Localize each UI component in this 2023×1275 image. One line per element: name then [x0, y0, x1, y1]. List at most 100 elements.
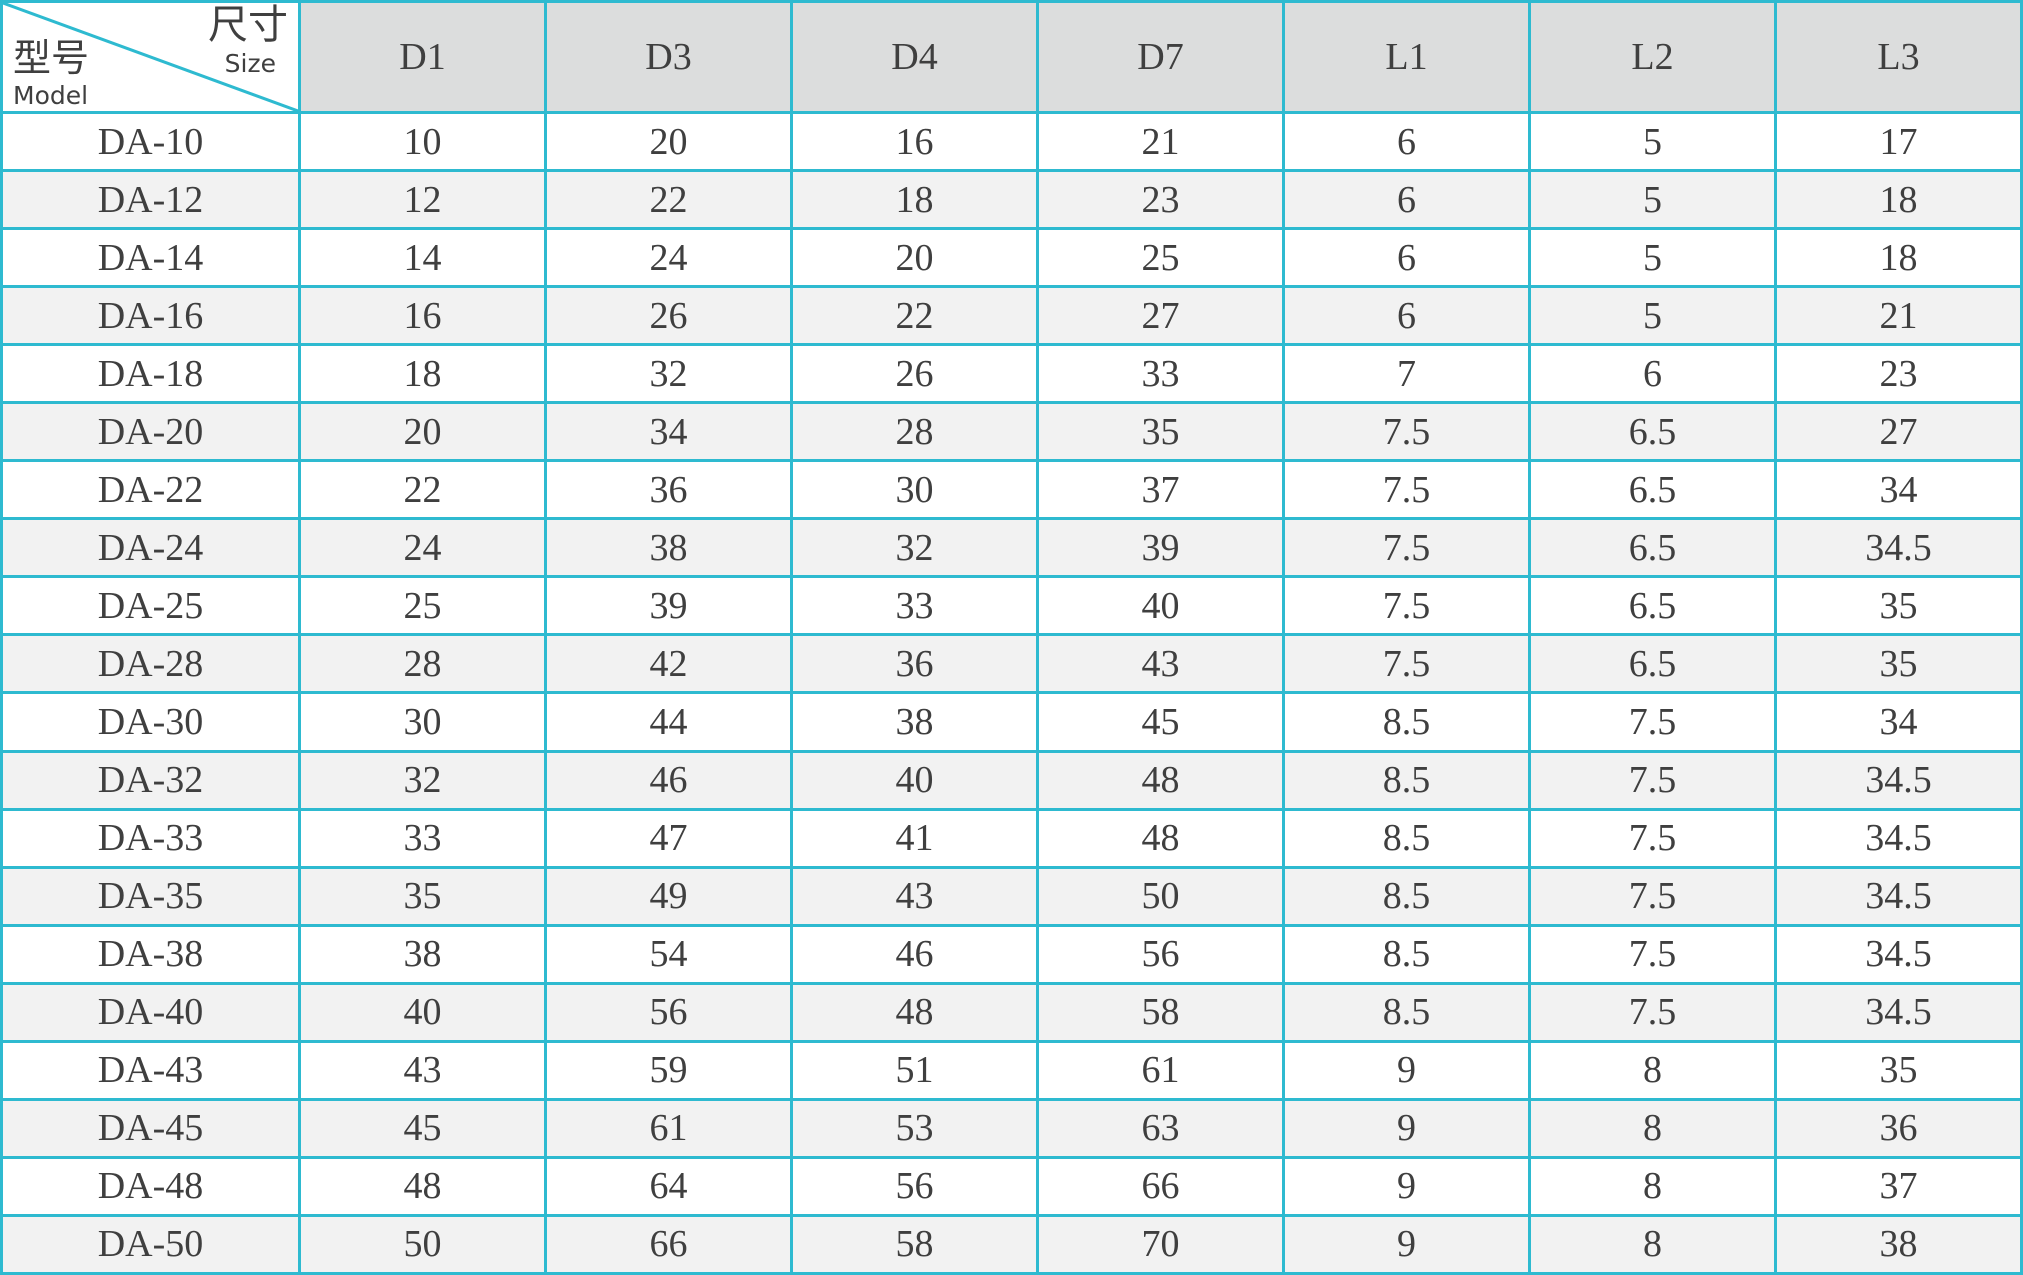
value-cell-l1: 7.5: [1282, 459, 1531, 521]
model-cell: DA-28: [0, 633, 301, 695]
value-cell-d7: 66: [1036, 1155, 1285, 1217]
value-cell-d1: 24: [298, 517, 547, 579]
value-cell-l2: 7.5: [1528, 865, 1777, 927]
table-row: DA-40 40 56 48 58 8.5 7.5 34.5: [0, 981, 2023, 1043]
table-row: DA-32 32 46 40 48 8.5 7.5 34.5: [0, 749, 2023, 811]
value-cell-l1: 7: [1282, 343, 1531, 405]
value-cell-l2: 7.5: [1528, 807, 1777, 869]
value-cell-l2: 7.5: [1528, 749, 1777, 811]
model-cell: DA-12: [0, 169, 301, 231]
value-cell-d3: 20: [544, 110, 793, 173]
value-cell-l2: 8: [1528, 1097, 1777, 1159]
table-row: DA-18 18 32 26 33 7 6 23: [0, 343, 2023, 405]
column-header-d1: D1: [298, 0, 547, 114]
value-cell-d1: 43: [298, 1039, 547, 1101]
value-cell-l3: 34.5: [1774, 807, 2023, 869]
value-cell-l3: 34.5: [1774, 923, 2023, 985]
value-cell-l1: 7.5: [1282, 575, 1531, 637]
value-cell-d4: 22: [790, 285, 1039, 347]
value-cell-d1: 18: [298, 343, 547, 405]
value-cell-d7: 43: [1036, 633, 1285, 695]
value-cell-d7: 25: [1036, 227, 1285, 289]
value-cell-d4: 46: [790, 923, 1039, 985]
column-header-d3: D3: [544, 0, 793, 114]
value-cell-l2: 6.5: [1528, 517, 1777, 579]
value-cell-l1: 6: [1282, 169, 1531, 231]
value-cell-d3: 64: [544, 1155, 793, 1217]
value-cell-l2: 6.5: [1528, 401, 1777, 463]
value-cell-d3: 36: [544, 459, 793, 521]
table-row: DA-30 30 44 38 45 8.5 7.5 34: [0, 691, 2023, 753]
value-cell-d1: 48: [298, 1155, 547, 1217]
value-cell-d1: 32: [298, 749, 547, 811]
value-cell-l3: 18: [1774, 169, 2023, 231]
value-cell-l1: 6: [1282, 227, 1531, 289]
value-cell-l2: 8: [1528, 1213, 1777, 1275]
value-cell-l2: 5: [1528, 110, 1777, 173]
value-cell-l2: 8: [1528, 1039, 1777, 1101]
value-cell-d3: 42: [544, 633, 793, 695]
value-cell-l3: 34: [1774, 691, 2023, 753]
model-cell: DA-35: [0, 865, 301, 927]
value-cell-l2: 5: [1528, 169, 1777, 231]
value-cell-d4: 26: [790, 343, 1039, 405]
table-row: DA-16 16 26 22 27 6 5 21: [0, 285, 2023, 347]
column-header-l3: L3: [1774, 0, 2023, 114]
column-header-l1: L1: [1282, 0, 1531, 114]
table-row: DA-38 38 54 46 56 8.5 7.5 34.5: [0, 923, 2023, 985]
value-cell-d3: 44: [544, 691, 793, 753]
value-cell-d7: 70: [1036, 1213, 1285, 1275]
value-cell-d7: 39: [1036, 517, 1285, 579]
value-cell-d1: 10: [298, 110, 547, 173]
value-cell-d4: 36: [790, 633, 1039, 695]
value-cell-d4: 32: [790, 517, 1039, 579]
value-cell-l3: 36: [1774, 1097, 2023, 1159]
value-cell-d1: 50: [298, 1213, 547, 1275]
value-cell-l3: 38: [1774, 1213, 2023, 1275]
model-cell: DA-33: [0, 807, 301, 869]
corner-header-cell: 尺寸 Size 型号 Model: [0, 0, 301, 114]
value-cell-d7: 63: [1036, 1097, 1285, 1159]
value-cell-l3: 34.5: [1774, 865, 2023, 927]
value-cell-d3: 47: [544, 807, 793, 869]
value-cell-l1: 9: [1282, 1097, 1531, 1159]
model-cell: DA-40: [0, 981, 301, 1043]
value-cell-l1: 9: [1282, 1155, 1531, 1217]
value-cell-d4: 18: [790, 169, 1039, 231]
value-cell-l3: 17: [1774, 110, 2023, 173]
value-cell-d1: 25: [298, 575, 547, 637]
value-cell-d3: 24: [544, 227, 793, 289]
value-cell-d3: 66: [544, 1213, 793, 1275]
value-cell-l2: 6.5: [1528, 575, 1777, 637]
value-cell-l1: 9: [1282, 1213, 1531, 1275]
model-cell: DA-16: [0, 285, 301, 347]
value-cell-l3: 37: [1774, 1155, 2023, 1217]
table-row: DA-20 20 34 28 35 7.5 6.5 27: [0, 401, 2023, 463]
value-cell-l3: 18: [1774, 227, 2023, 289]
value-cell-d3: 34: [544, 401, 793, 463]
model-cell: DA-50: [0, 1213, 301, 1275]
table-row: DA-25 25 39 33 40 7.5 6.5 35: [0, 575, 2023, 637]
value-cell-d7: 45: [1036, 691, 1285, 753]
value-cell-d3: 46: [544, 749, 793, 811]
model-cell: DA-32: [0, 749, 301, 811]
value-cell-d7: 50: [1036, 865, 1285, 927]
model-cell: DA-18: [0, 343, 301, 405]
value-cell-l1: 8.5: [1282, 865, 1531, 927]
value-cell-d4: 48: [790, 981, 1039, 1043]
value-cell-d1: 12: [298, 169, 547, 231]
value-cell-d1: 35: [298, 865, 547, 927]
model-cell: DA-14: [0, 227, 301, 289]
value-cell-d7: 61: [1036, 1039, 1285, 1101]
value-cell-l3: 35: [1774, 633, 2023, 695]
value-cell-d7: 40: [1036, 575, 1285, 637]
value-cell-l2: 7.5: [1528, 981, 1777, 1043]
value-cell-l3: 34.5: [1774, 981, 2023, 1043]
size-label-cn: 尺寸: [208, 2, 288, 48]
value-cell-l3: 34.5: [1774, 749, 2023, 811]
value-cell-d4: 51: [790, 1039, 1039, 1101]
value-cell-d1: 33: [298, 807, 547, 869]
value-cell-d1: 28: [298, 633, 547, 695]
column-header-d7: D7: [1036, 0, 1285, 114]
value-cell-d7: 48: [1036, 749, 1285, 811]
